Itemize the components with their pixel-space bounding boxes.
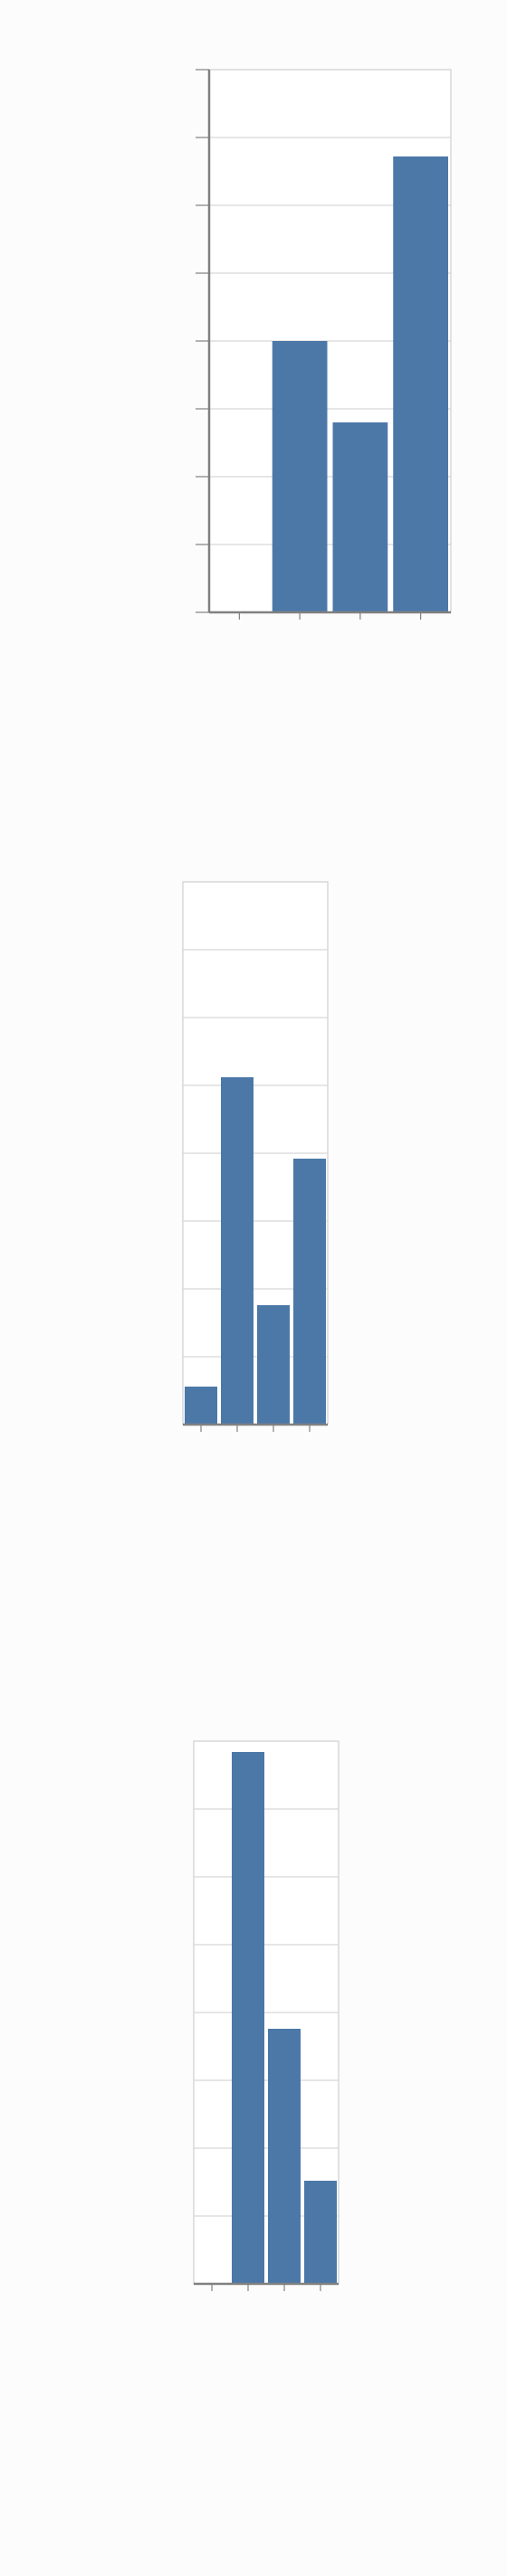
bar [273, 341, 328, 612]
bar [221, 1077, 254, 1425]
bar [333, 422, 388, 612]
bar [393, 156, 448, 612]
bar [257, 1305, 290, 1425]
bar-chart-3 [194, 1741, 339, 2291]
bar [293, 1159, 326, 1425]
bar [268, 2029, 301, 2284]
bar [304, 2181, 337, 2284]
bar [232, 1752, 264, 2284]
bar-chart-1 [196, 70, 451, 620]
bar [185, 1387, 217, 1425]
bar-chart-2 [183, 882, 328, 1432]
